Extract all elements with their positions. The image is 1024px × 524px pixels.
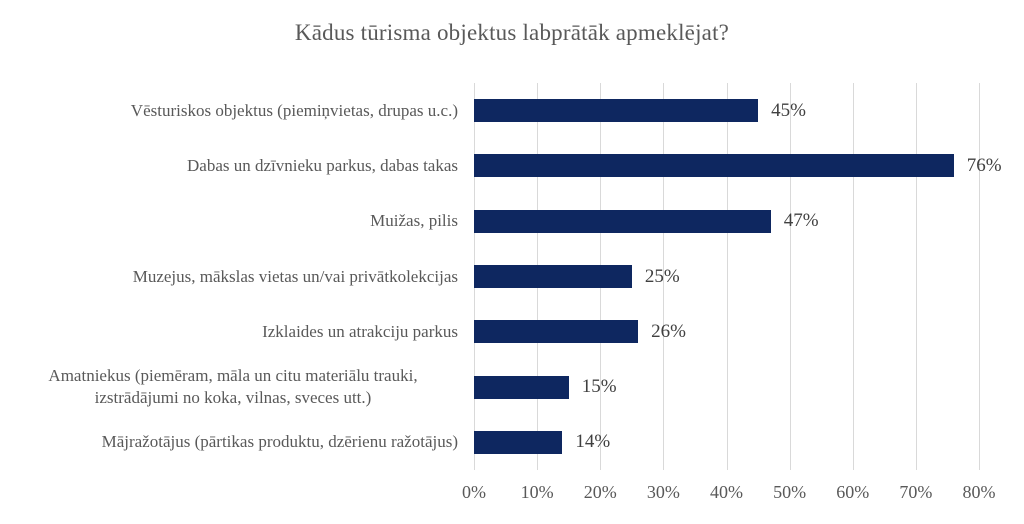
x-axis-tick-label: 50% (773, 482, 807, 502)
bar (474, 265, 632, 288)
data-label: 15% (581, 376, 617, 398)
bar (474, 320, 639, 344)
x-axis-tick-label: 60% (836, 482, 870, 502)
plot-area: 45% 76% 47% 25% 26% 15% 14% (474, 83, 1002, 470)
category-label-text: Muzejus, mākslas vietas un/vai privātkol… (132, 266, 458, 286)
category-label-text: Dabas un dzīvnieku parkus, dabas takas (187, 156, 458, 176)
gridline (979, 83, 980, 470)
bar (474, 375, 569, 399)
data-label: 76% (966, 154, 1002, 176)
category-label: Dabas un dzīvnieku parkus, dabas takas (8, 138, 458, 193)
data-label: 47% (783, 210, 819, 232)
data-label: 45% (771, 99, 806, 121)
bar (474, 99, 759, 123)
category-label-text: Mājražotājus (pārtikas produktu, dzērien… (101, 432, 458, 452)
category-label: Muzejus, mākslas vietas un/vai privātkol… (8, 249, 458, 304)
category-label: Mājražotājus (pārtikas produktu, dzērien… (8, 415, 458, 470)
gridline (852, 83, 854, 470)
x-axis-tick-label: 40% (710, 482, 743, 502)
category-label: Izklaides un atrakciju parkus (8, 304, 458, 359)
gridline (789, 83, 791, 470)
category-label-text: Vēsturiskos objektus (piemiņvietas, drup… (130, 100, 458, 120)
x-axis-tick-label: 10% (520, 482, 554, 502)
gridline (726, 83, 728, 470)
category-label-text: Muižas, pilis (370, 211, 458, 231)
gridline (663, 83, 665, 470)
category-label-text: Amatniekus (piemēram, māla un citu mater… (48, 366, 418, 408)
x-axis-tick-label: 70% (899, 482, 933, 502)
category-label: Muižas, pilis (8, 194, 458, 249)
x-axis-tick-label: 20% (583, 482, 617, 502)
x-axis-tick-label: 0% (462, 482, 486, 502)
category-label-text: Izklaides un atrakciju parkus (262, 321, 458, 341)
bar (474, 209, 771, 233)
bar (474, 154, 954, 178)
value-axis: 0% 10% 20% 30% 40% 50% 60% 70% 80% (0, 482, 1024, 512)
data-label: 25% (644, 265, 680, 287)
category-label: Amatniekus (piemēram, māla un citu mater… (8, 359, 458, 414)
x-axis-tick-label: 80% (962, 482, 996, 502)
x-axis-tick-label: 30% (646, 482, 680, 502)
bar (474, 430, 563, 454)
chart-title: Kādus tūrisma objektus labprātāk apmeklē… (294, 20, 730, 45)
data-label: 26% (651, 320, 686, 342)
data-label: 14% (575, 431, 611, 453)
category-axis: Vēsturiskos objektus (piemiņvietas, drup… (8, 83, 458, 470)
gridline (915, 83, 917, 470)
category-label: Vēsturiskos objektus (piemiņvietas, drup… (8, 83, 458, 138)
